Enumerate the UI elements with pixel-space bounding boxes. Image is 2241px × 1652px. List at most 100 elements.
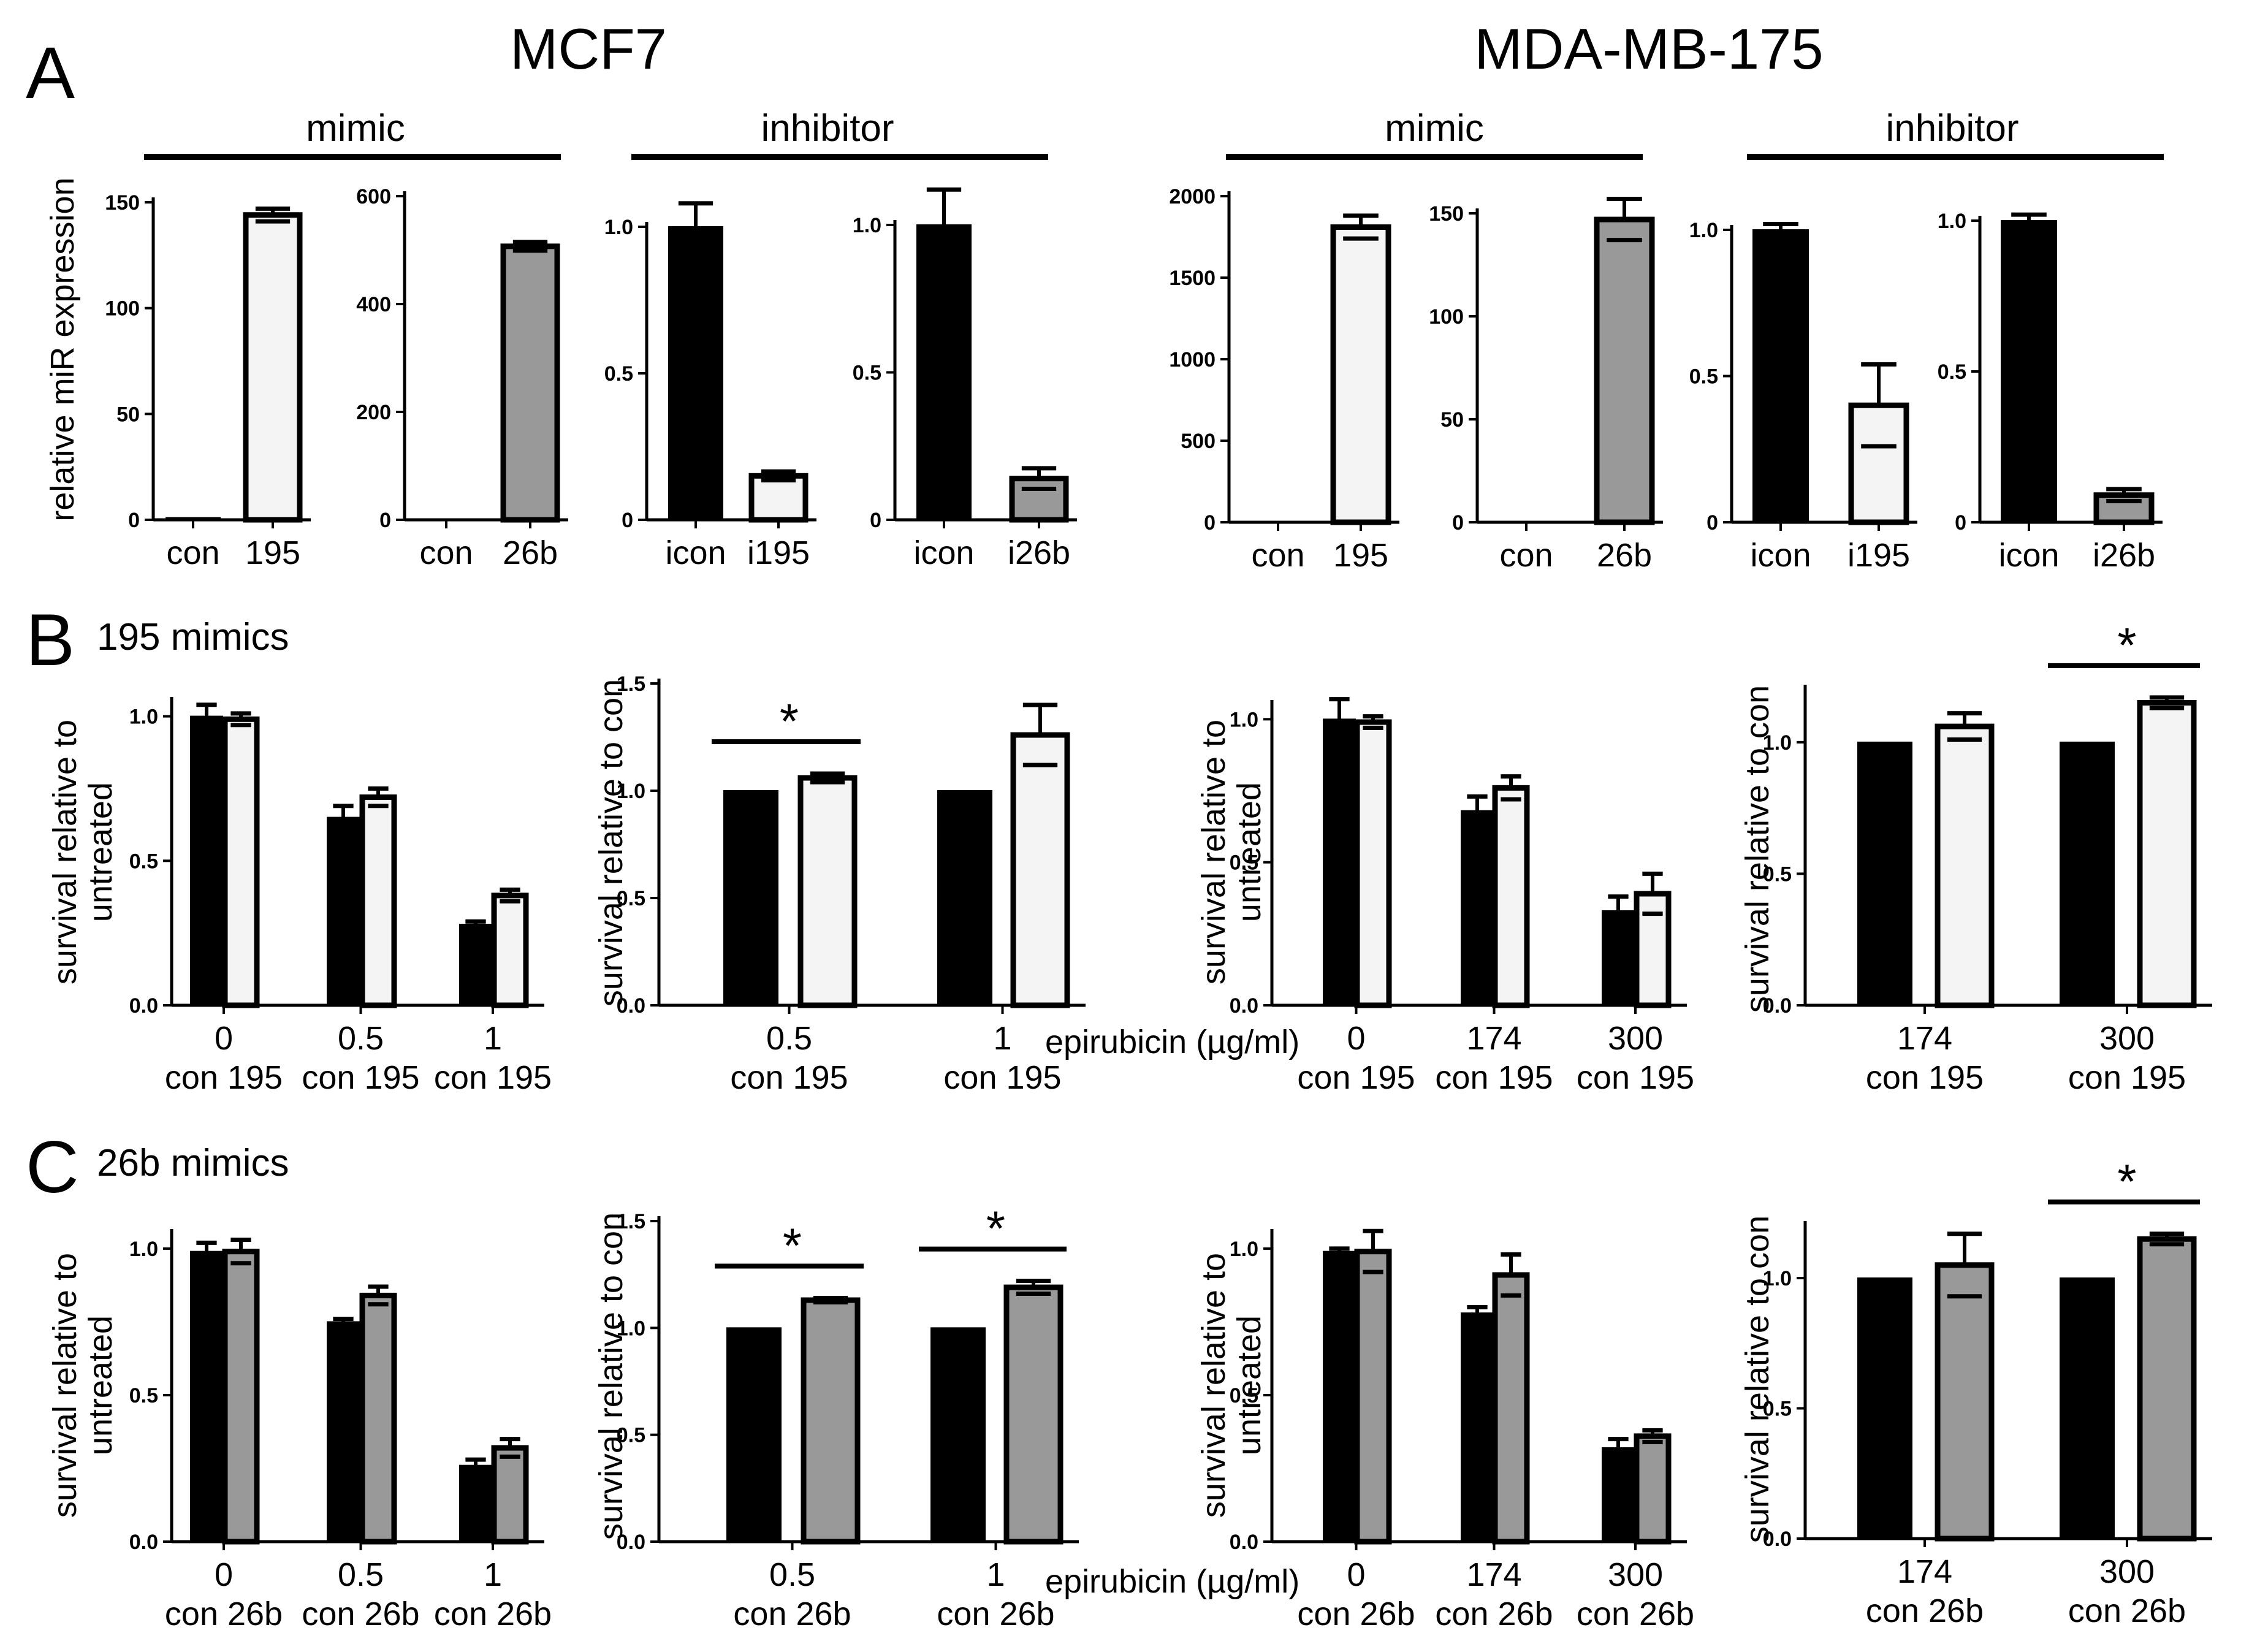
c4-ytick-label: 0.5 — [1763, 1398, 1792, 1421]
a2-ytick-label: 0 — [379, 509, 391, 532]
c3-bar-con-0 — [1323, 1250, 1356, 1542]
ylabel-b3-line2: untreated — [1231, 782, 1268, 922]
c3-dose-label: 174 — [1466, 1556, 1521, 1593]
a4-bar-icon — [916, 224, 972, 520]
b2-pair-label: con 195 — [730, 1059, 848, 1096]
c1-bar-con-0 — [190, 1250, 223, 1542]
c2-dose-label: 1 — [986, 1556, 1005, 1593]
a1-ytick-label: 150 — [105, 191, 140, 215]
c2-bar-con-0 — [726, 1327, 782, 1542]
b3-ytick-label: 0.5 — [1230, 851, 1258, 875]
b4-dose-label: 300 — [2099, 1020, 2155, 1057]
c2-significance-star: * — [986, 1201, 1005, 1256]
c2-pair-label: con 26b — [733, 1596, 851, 1632]
ylabel-c2: survival relative to con — [593, 1212, 630, 1540]
group-label-inhibitor-mcf7: inhibitor — [761, 107, 894, 150]
b4-bar-con-1 — [2060, 741, 2115, 1007]
a5-xtick-label: con — [1251, 537, 1304, 574]
b2-ytick-label: 0.0 — [617, 994, 645, 1018]
cell-line-title-mcf7: MCF7 — [510, 17, 667, 81]
a8-ytick-label: 1.0 — [1938, 210, 1966, 233]
a2-ytick-label: 200 — [356, 401, 391, 424]
a6-ytick-label: 0 — [1452, 511, 1464, 535]
b3-bar-con-1 — [1461, 810, 1494, 1006]
c1-dose-label: 0.5 — [338, 1556, 384, 1593]
a7-bar-icon — [1752, 229, 1809, 523]
ylabel-c1-line2: untreated — [82, 1315, 119, 1455]
b3-dose-label: 300 — [1608, 1020, 1663, 1057]
b4-bar-mir-1 — [2137, 699, 2197, 1008]
b3-pair-label: con 195 — [1577, 1059, 1694, 1096]
a8-xtick-label: icon — [1998, 537, 2059, 574]
a5-ytick-label: 0 — [1204, 511, 1216, 535]
a5-bar-195 — [1330, 224, 1391, 525]
a3-ytick-label: 0.5 — [604, 362, 633, 386]
a4-ytick-label: 0.5 — [853, 362, 881, 385]
a2-ytick-label: 400 — [356, 293, 391, 316]
b1-bar-con-1 — [327, 816, 360, 1006]
b1-pair-label: con 195 — [302, 1059, 419, 1096]
b3-bar-con-2 — [1602, 910, 1635, 1006]
ylabel-c3-line2: untreated — [1231, 1315, 1268, 1455]
b2-significance-star: * — [780, 694, 799, 748]
c3-bar-mir-1 — [1492, 1272, 1530, 1545]
a2-bar-26b — [500, 243, 560, 523]
a1-xtick-label: 195 — [245, 535, 300, 571]
c1-pair-label: con 26b — [165, 1596, 283, 1632]
c1-dose-label: 0 — [215, 1556, 233, 1593]
a6-ytick-label: 100 — [1429, 305, 1464, 329]
b3-dose-label: 174 — [1466, 1020, 1521, 1057]
epirubicin-unit-label-c: epirubicin (µg/ml) — [1045, 1563, 1299, 1600]
cell-line-title-mdamb175: MDA-MB-175 — [1474, 17, 1823, 81]
ylabel-b4: survival relative to con — [1739, 685, 1776, 1013]
ylabel-b1-line2: untreated — [82, 782, 119, 922]
b2-dose-label: 0.5 — [766, 1020, 812, 1057]
b3-dose-label: 0 — [1347, 1020, 1365, 1057]
c2-bar-mir-0 — [801, 1297, 861, 1545]
b3-bar-mir-2 — [1634, 891, 1672, 1008]
b2-bar-mir-0 — [797, 775, 858, 1008]
group-label-mimic-mdamb175: mimic — [1385, 107, 1484, 150]
c2-ytick-label: 1.5 — [617, 1210, 645, 1233]
ylabel-c1-line1: survival relative to — [47, 1253, 83, 1518]
a1-ytick-label: 50 — [116, 403, 140, 426]
c2-bar-mir-1 — [1003, 1284, 1063, 1545]
panel-letter-a: A — [26, 32, 75, 114]
a7-bar-i195 — [1848, 402, 1909, 525]
b1-ytick-label: 0.0 — [129, 994, 158, 1018]
a4-bar-i26b — [1009, 476, 1069, 523]
a1-ytick-label: 0 — [128, 509, 140, 532]
a2-xtick-label: 26b — [503, 535, 558, 571]
a3-bar-icon — [668, 226, 723, 520]
c1-bar-mir-2 — [491, 1445, 529, 1545]
c1-bar-con-1 — [327, 1321, 360, 1542]
b1-bar-con-2 — [459, 924, 492, 1006]
b1-ytick-label: 0.5 — [129, 850, 158, 873]
b4-dose-label: 174 — [1897, 1020, 1952, 1057]
a1-bar-con — [166, 517, 221, 521]
b2-bar-mir-1 — [1010, 732, 1070, 1008]
c3-ytick-label: 0.5 — [1230, 1384, 1258, 1407]
a8-ytick-label: 0 — [1955, 511, 1966, 535]
b1-bar-mir-2 — [491, 893, 529, 1008]
b4-ytick-label: 1.0 — [1763, 731, 1792, 755]
b3-pair-label: con 195 — [1297, 1059, 1415, 1096]
c3-dose-label: 0 — [1347, 1556, 1365, 1593]
c2-dose-label: 0.5 — [769, 1556, 815, 1593]
b3-ytick-label: 0.0 — [1230, 994, 1258, 1018]
c4-ytick-label: 0.0 — [1763, 1528, 1792, 1551]
a3-xtick-label: i195 — [747, 535, 810, 571]
b2-bar-con-1 — [937, 790, 992, 1006]
c3-bar-con-2 — [1602, 1447, 1635, 1542]
b2-dose-label: 1 — [993, 1020, 1011, 1057]
c3-pair-label: con 26b — [1297, 1596, 1415, 1632]
a3-ytick-label: 1.0 — [604, 216, 633, 239]
ylabel-c3-line1: survival relative to — [1195, 1253, 1232, 1518]
c4-pair-label: con 26b — [2068, 1593, 2186, 1629]
b4-ytick-label: 0.5 — [1763, 862, 1792, 886]
c1-pair-label: con 26b — [434, 1596, 552, 1632]
b3-ytick-label: 1.0 — [1230, 708, 1258, 731]
c4-ytick-label: 1.0 — [1763, 1267, 1792, 1290]
c3-pair-label: con 26b — [1577, 1596, 1694, 1632]
b1-ytick-label: 1.0 — [129, 706, 158, 729]
